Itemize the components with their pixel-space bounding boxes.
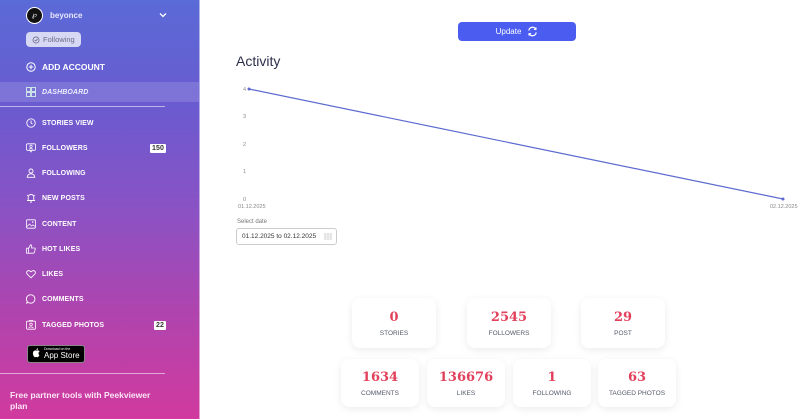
stat-label: TAGGED PHOTOS xyxy=(608,389,666,397)
y-tick: 2 xyxy=(243,142,246,148)
check-circle-icon xyxy=(32,36,40,43)
stat-card-post: 29 POST xyxy=(581,298,665,348)
sidebar-item-likes[interactable]: LIKES xyxy=(26,267,166,281)
user-icon xyxy=(26,168,36,178)
active-nav-highlight xyxy=(0,82,199,102)
stat-label: FOLLOWERS xyxy=(488,329,530,337)
sidebar-item-following[interactable]: FOLLOWING xyxy=(26,166,166,180)
stat-card-tagged-photos: 63 TAGGED PHOTOS xyxy=(598,359,676,407)
stat-value: 1634 xyxy=(361,369,399,385)
account-switcher[interactable]: ℘ beyonce xyxy=(26,6,168,24)
sidebar-item-label: DASHBOARD xyxy=(42,88,89,96)
stat-card-following: 1 FOLLOWING xyxy=(513,359,591,407)
sidebar: ℘ beyonce Following ADD ACCOUNT DASHBOAR… xyxy=(0,0,200,419)
sidebar-item-label: FOLLOWERS xyxy=(42,144,88,152)
followers-icon xyxy=(26,143,36,153)
promo-text: Free partner tools with Peekviewer plan xyxy=(10,390,151,411)
refresh-icon xyxy=(528,26,538,37)
sidebar-item-label: NEW POSTS xyxy=(42,194,85,202)
sidebar-item-label: HOT LIKES xyxy=(42,245,81,253)
following-label: Following xyxy=(43,35,75,44)
stat-value: 136676 xyxy=(438,369,494,385)
add-account-button[interactable]: ADD ACCOUNT xyxy=(26,62,105,72)
sidebar-item-new-posts[interactable]: NEW POSTS xyxy=(26,191,166,205)
y-tick: 3 xyxy=(243,114,246,120)
sidebar-item-tagged-photos[interactable]: TAGGED PHOTOS 22 xyxy=(26,318,166,332)
update-label: Update xyxy=(495,27,522,36)
sidebar-item-label: TAGGED PHOTOS xyxy=(42,321,105,329)
stat-label: POST xyxy=(614,329,632,337)
thumbs-up-icon xyxy=(26,244,36,254)
sidebar-item-label: FOLLOWING xyxy=(42,169,86,177)
stat-card-likes: 136676 LIKES xyxy=(427,359,505,407)
stat-value: 1 xyxy=(547,369,557,385)
stat-value: 63 xyxy=(627,369,647,385)
stat-card-stories: 0 STORIES xyxy=(352,298,436,348)
sidebar-item-label: STORIES VIEW xyxy=(42,119,94,127)
heart-icon xyxy=(26,269,36,279)
sidebar-item-dashboard[interactable]: DASHBOARD xyxy=(26,85,166,99)
comment-icon xyxy=(26,294,36,304)
apple-icon xyxy=(32,347,41,361)
stat-label: LIKES xyxy=(456,389,476,397)
stat-card-comments: 1634 COMMENTS xyxy=(341,359,419,407)
sidebar-item-label: LIKES xyxy=(42,270,64,278)
activity-chart: 4 3 2 1 0 01.12.2025 02.12.2025 xyxy=(230,80,800,215)
date-range-value: 01.12.2025 to 02.12.2025 xyxy=(242,233,317,240)
avatar: ℘ xyxy=(26,6,43,24)
image-icon xyxy=(26,219,36,229)
data-point[interactable] xyxy=(781,197,785,201)
stat-value: 29 xyxy=(613,309,633,325)
sidebar-item-comments[interactable]: COMMENTS xyxy=(26,292,166,306)
followers-count-badge: 150 xyxy=(150,143,166,153)
x-tick: 01.12.2025 xyxy=(238,204,266,210)
stat-value: 0 xyxy=(389,309,399,325)
dashboard-icon xyxy=(26,87,36,97)
date-range-input[interactable]: 01.12.2025 to 02.12.2025 xyxy=(236,228,337,245)
calendar-icon[interactable] xyxy=(324,233,332,240)
sidebar-item-hot-likes[interactable]: HOT LIKES xyxy=(26,242,166,256)
appstore-small-text: Download on the xyxy=(44,347,71,352)
bell-icon xyxy=(26,193,36,203)
data-point[interactable] xyxy=(247,87,251,91)
divider xyxy=(0,106,165,107)
add-account-label: ADD ACCOUNT xyxy=(42,62,105,72)
sidebar-item-followers[interactable]: FOLLOWERS 150 xyxy=(26,141,166,155)
app-store-button[interactable]: Download on the App Store xyxy=(27,345,85,363)
divider xyxy=(0,373,165,374)
stat-card-followers: 2545 FOLLOWERS xyxy=(467,298,551,348)
x-tick: 02.12.2025 xyxy=(770,204,798,210)
plus-circle-icon xyxy=(26,62,36,72)
sidebar-item-stories-view[interactable]: STORIES VIEW xyxy=(26,116,166,130)
tag-photo-icon xyxy=(26,320,36,330)
activity-line xyxy=(248,88,784,200)
tagged-photos-count-badge: 22 xyxy=(154,320,166,330)
stat-label: STORIES xyxy=(379,329,409,337)
stat-label: COMMENTS xyxy=(361,389,399,397)
select-date-label: Select date xyxy=(237,219,268,225)
stat-label: FOLLOWING xyxy=(532,389,572,397)
sidebar-item-label: COMMENTS xyxy=(42,295,84,303)
activity-title: Activity xyxy=(236,53,281,69)
sidebar-item-content[interactable]: CONTENT xyxy=(26,217,166,231)
y-tick: 4 xyxy=(243,87,246,93)
following-status-button[interactable]: Following xyxy=(26,32,81,47)
update-button[interactable]: Update xyxy=(458,22,576,41)
y-tick: 1 xyxy=(243,169,246,175)
chevron-down-icon[interactable] xyxy=(158,10,168,20)
appstore-big-text: App Store xyxy=(44,350,80,360)
account-name: beyonce xyxy=(50,10,83,20)
clock-icon xyxy=(26,118,36,128)
y-tick: 0 xyxy=(243,197,246,203)
stat-value: 2545 xyxy=(490,309,528,325)
sidebar-item-label: CONTENT xyxy=(42,220,77,228)
